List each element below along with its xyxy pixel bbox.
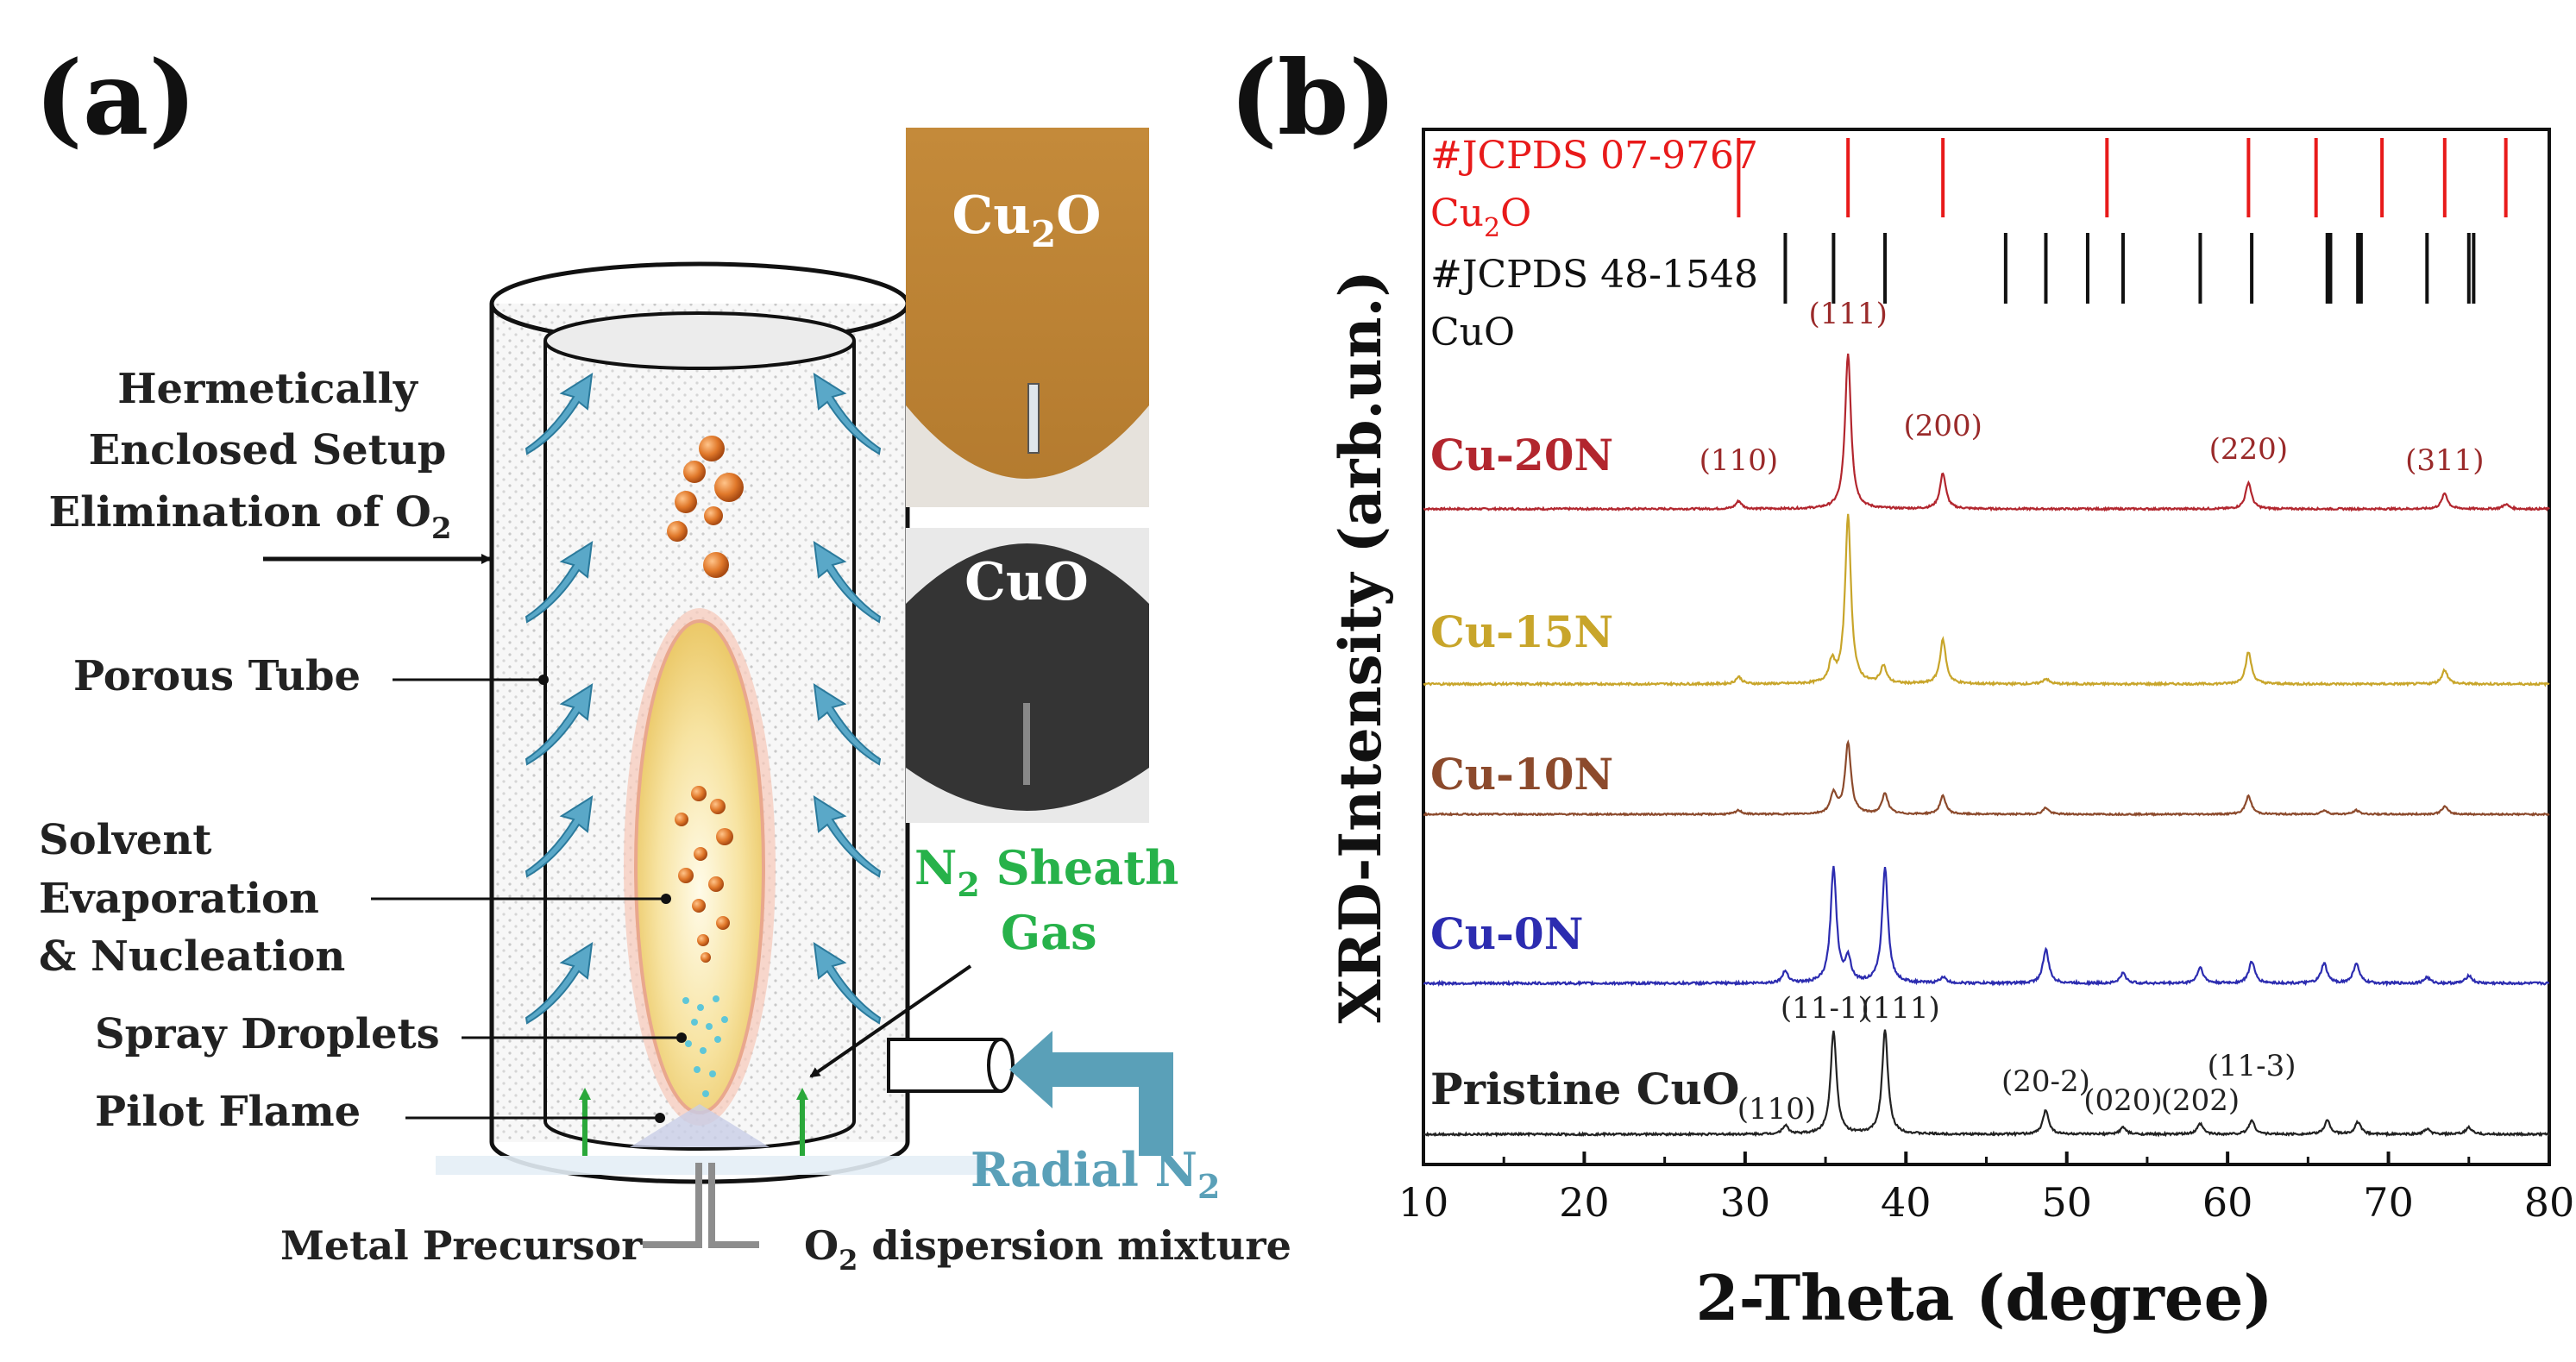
- series-label-3: Cu-0N: [1430, 908, 1583, 959]
- series-cu-20n: [1423, 353, 2550, 512]
- photo-cuo-label: CuO: [964, 552, 1089, 612]
- peak-label-cuo-5: (202): [2161, 1083, 2240, 1118]
- series-labels: Cu-20N Cu-15N Cu-10N Cu-0N Pristine CuO: [1430, 430, 1739, 1114]
- peak-label-cuo-6: (11-3): [2208, 1049, 2296, 1083]
- x-tick-label-50: 50: [2041, 1179, 2092, 1226]
- ref-pattern-cuo: [1783, 233, 2476, 304]
- peak-label-cuo-4: (020): [2083, 1083, 2162, 1118]
- panel-a: (a): [35, 38, 1291, 1277]
- x-tick-label-40: 40: [1881, 1179, 1932, 1226]
- sheath-gas-label: N2 Sheath Gas: [914, 840, 1178, 960]
- pilot-label: Pilot Flame: [95, 1088, 361, 1136]
- solvent-line-2: Evaporation: [39, 875, 319, 923]
- hermetic-line-1: Hermetically: [117, 365, 419, 413]
- sheath-line-2: Gas: [1001, 905, 1097, 960]
- ref-pattern-cu2o: [1737, 138, 2508, 217]
- peak-label-cu2o-1: (111): [1808, 297, 1887, 331]
- peak-label-cuo-2: (111): [1861, 991, 1939, 1026]
- panel-a-letter: (a): [35, 38, 197, 158]
- sheath-line-1: N2 Sheath: [914, 840, 1178, 904]
- peak-labels: (110)(111)(200)(220) (311)(110)(11-1)(111…: [1700, 297, 2485, 1127]
- series-cu-0n: [1423, 865, 2549, 988]
- ref-cu2o-jcpds: #JCPDS 07-9767: [1430, 134, 1758, 178]
- particles: [667, 436, 744, 1097]
- photo-cuo: CuO: [906, 528, 1149, 823]
- photo-cu2o-label: Cu2O: [952, 185, 1102, 255]
- panel-b: (b) XRD-Intensity (arb.un.) 2-Theta (deg…: [1229, 38, 2574, 1334]
- peak-label-cu2o-0: (110): [1700, 443, 1778, 478]
- xrd-series: [1423, 353, 2550, 1138]
- radial-n2-arrow: [1009, 1031, 1173, 1156]
- metal-precursor-label: Metal Precursor: [280, 1222, 643, 1269]
- spray-label: Spray Droplets: [95, 1010, 440, 1058]
- sheath-pointer: [809, 964, 972, 1078]
- flame: [624, 608, 776, 1147]
- solvent-line-3: & Nucleation: [39, 932, 345, 981]
- inlet-pipes: [643, 1163, 759, 1248]
- series-cu-15n: [1423, 513, 2550, 688]
- hermetic-line-3: Elimination of O2: [49, 488, 452, 546]
- solvent-label: Solvent Evaporation & Nucleation: [39, 816, 345, 981]
- peak-label-cuo-1: (11-1): [1781, 991, 1869, 1026]
- x-tick-label-10: 10: [1398, 1179, 1449, 1226]
- x-tick-label-70: 70: [2363, 1179, 2414, 1226]
- photo-cu2o: Cu2O: [906, 128, 1149, 507]
- series-label-1: Cu-15N: [1430, 606, 1613, 657]
- ref-cuo-name: CuO: [1430, 311, 1515, 355]
- series-label-4: Pristine CuO: [1430, 1064, 1739, 1114]
- solvent-line-1: Solvent: [39, 816, 211, 864]
- hermetic-line-2: Enclosed Setup: [89, 426, 447, 474]
- series-label-2: Cu-10N: [1430, 749, 1613, 800]
- series-pristine-cuo: [1423, 1029, 2550, 1138]
- peak-label-cuo-3: (20-2): [2001, 1064, 2090, 1099]
- x-tick-label-80: 80: [2524, 1179, 2575, 1226]
- flow-arrows: [525, 373, 882, 1025]
- series-label-0: Cu-20N: [1430, 430, 1613, 480]
- radial-inlet-tube: [887, 1038, 1015, 1093]
- series-cu-10n: [1423, 739, 2550, 817]
- peak-label-cuo-0: (110): [1737, 1092, 1816, 1127]
- x-tick-label-30: 30: [1720, 1179, 1771, 1226]
- ref-cu2o-name: Cu2O: [1430, 191, 1531, 243]
- x-tick-label-60: 60: [2202, 1179, 2253, 1226]
- peak-label-cu2o-2: (200): [1903, 409, 1982, 443]
- ref-labels: #JCPDS 07-9767 Cu2O #JCPDS 48-1548 CuO: [1430, 134, 1758, 355]
- y-axis-title: XRD-Intensity (arb.un.): [1327, 270, 1394, 1023]
- peak-label-cu2o-3: (220): [2209, 432, 2288, 467]
- o2-dispersion-label: O2 dispersion mixture: [804, 1222, 1291, 1277]
- x-axis-title: 2-Theta (degree): [1696, 1261, 2273, 1334]
- n2-sheath-arrows: [579, 1088, 808, 1156]
- peak-label-cu2o-4: (311): [2405, 443, 2484, 478]
- label-hermetic: Hermetically Enclosed Setup Elimination …: [49, 365, 452, 546]
- porous-tube-label: Porous Tube: [73, 652, 361, 700]
- panel-b-letter: (b): [1229, 38, 1397, 158]
- x-ticks: 10 20 30 40 50 60 70 80: [1398, 1152, 2575, 1226]
- ref-cuo-jcpds: #JCPDS 48-1548: [1430, 253, 1758, 297]
- radial-n2-label: Radial N2: [971, 1142, 1221, 1206]
- x-tick-label-20: 20: [1559, 1179, 1610, 1226]
